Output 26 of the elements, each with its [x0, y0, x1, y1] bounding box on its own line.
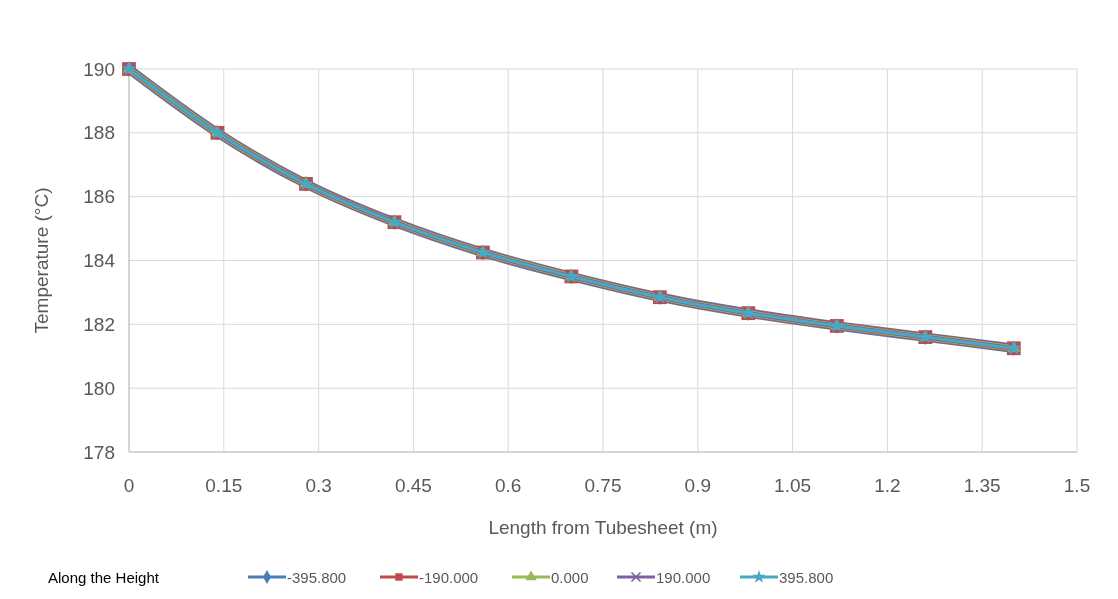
- x-tick-label: 1.05: [774, 475, 812, 496]
- y-tick-label: 190: [83, 58, 115, 80]
- x-axis-title: Length from Tubesheet (m): [488, 517, 718, 538]
- legend-title: Along the Height: [48, 569, 160, 586]
- x-tick-label: 0.45: [394, 475, 432, 496]
- legend-label: -395.800: [287, 569, 347, 586]
- x-tick-label: 0: [123, 475, 135, 496]
- y-tick-label: 188: [83, 122, 115, 144]
- legend-label: 0.000: [551, 569, 589, 586]
- y-tick-label: 182: [83, 313, 115, 335]
- y-tick-label: 178: [83, 441, 115, 463]
- x-tick-label: 0.6: [494, 475, 522, 496]
- legend-label: 395.800: [779, 569, 834, 586]
- x-tick-label: 0.9: [684, 475, 712, 496]
- x-tick-label: 0.3: [305, 475, 332, 496]
- x-tick-label: 0.15: [205, 475, 243, 496]
- legend-label: 190.000: [656, 569, 711, 586]
- x-tick-label: 1.5: [1063, 475, 1091, 496]
- y-axis-title: Temperature (°C): [31, 187, 52, 334]
- y-tick-label: 180: [83, 377, 115, 399]
- x-tick-label: 1.35: [963, 475, 1001, 496]
- legend-label: -190.000: [419, 569, 479, 586]
- x-tick-label: 0.75: [584, 475, 622, 496]
- y-tick-label: 186: [83, 186, 115, 208]
- x-tick-label: 1.2: [874, 475, 901, 496]
- y-tick-label: 184: [83, 250, 116, 272]
